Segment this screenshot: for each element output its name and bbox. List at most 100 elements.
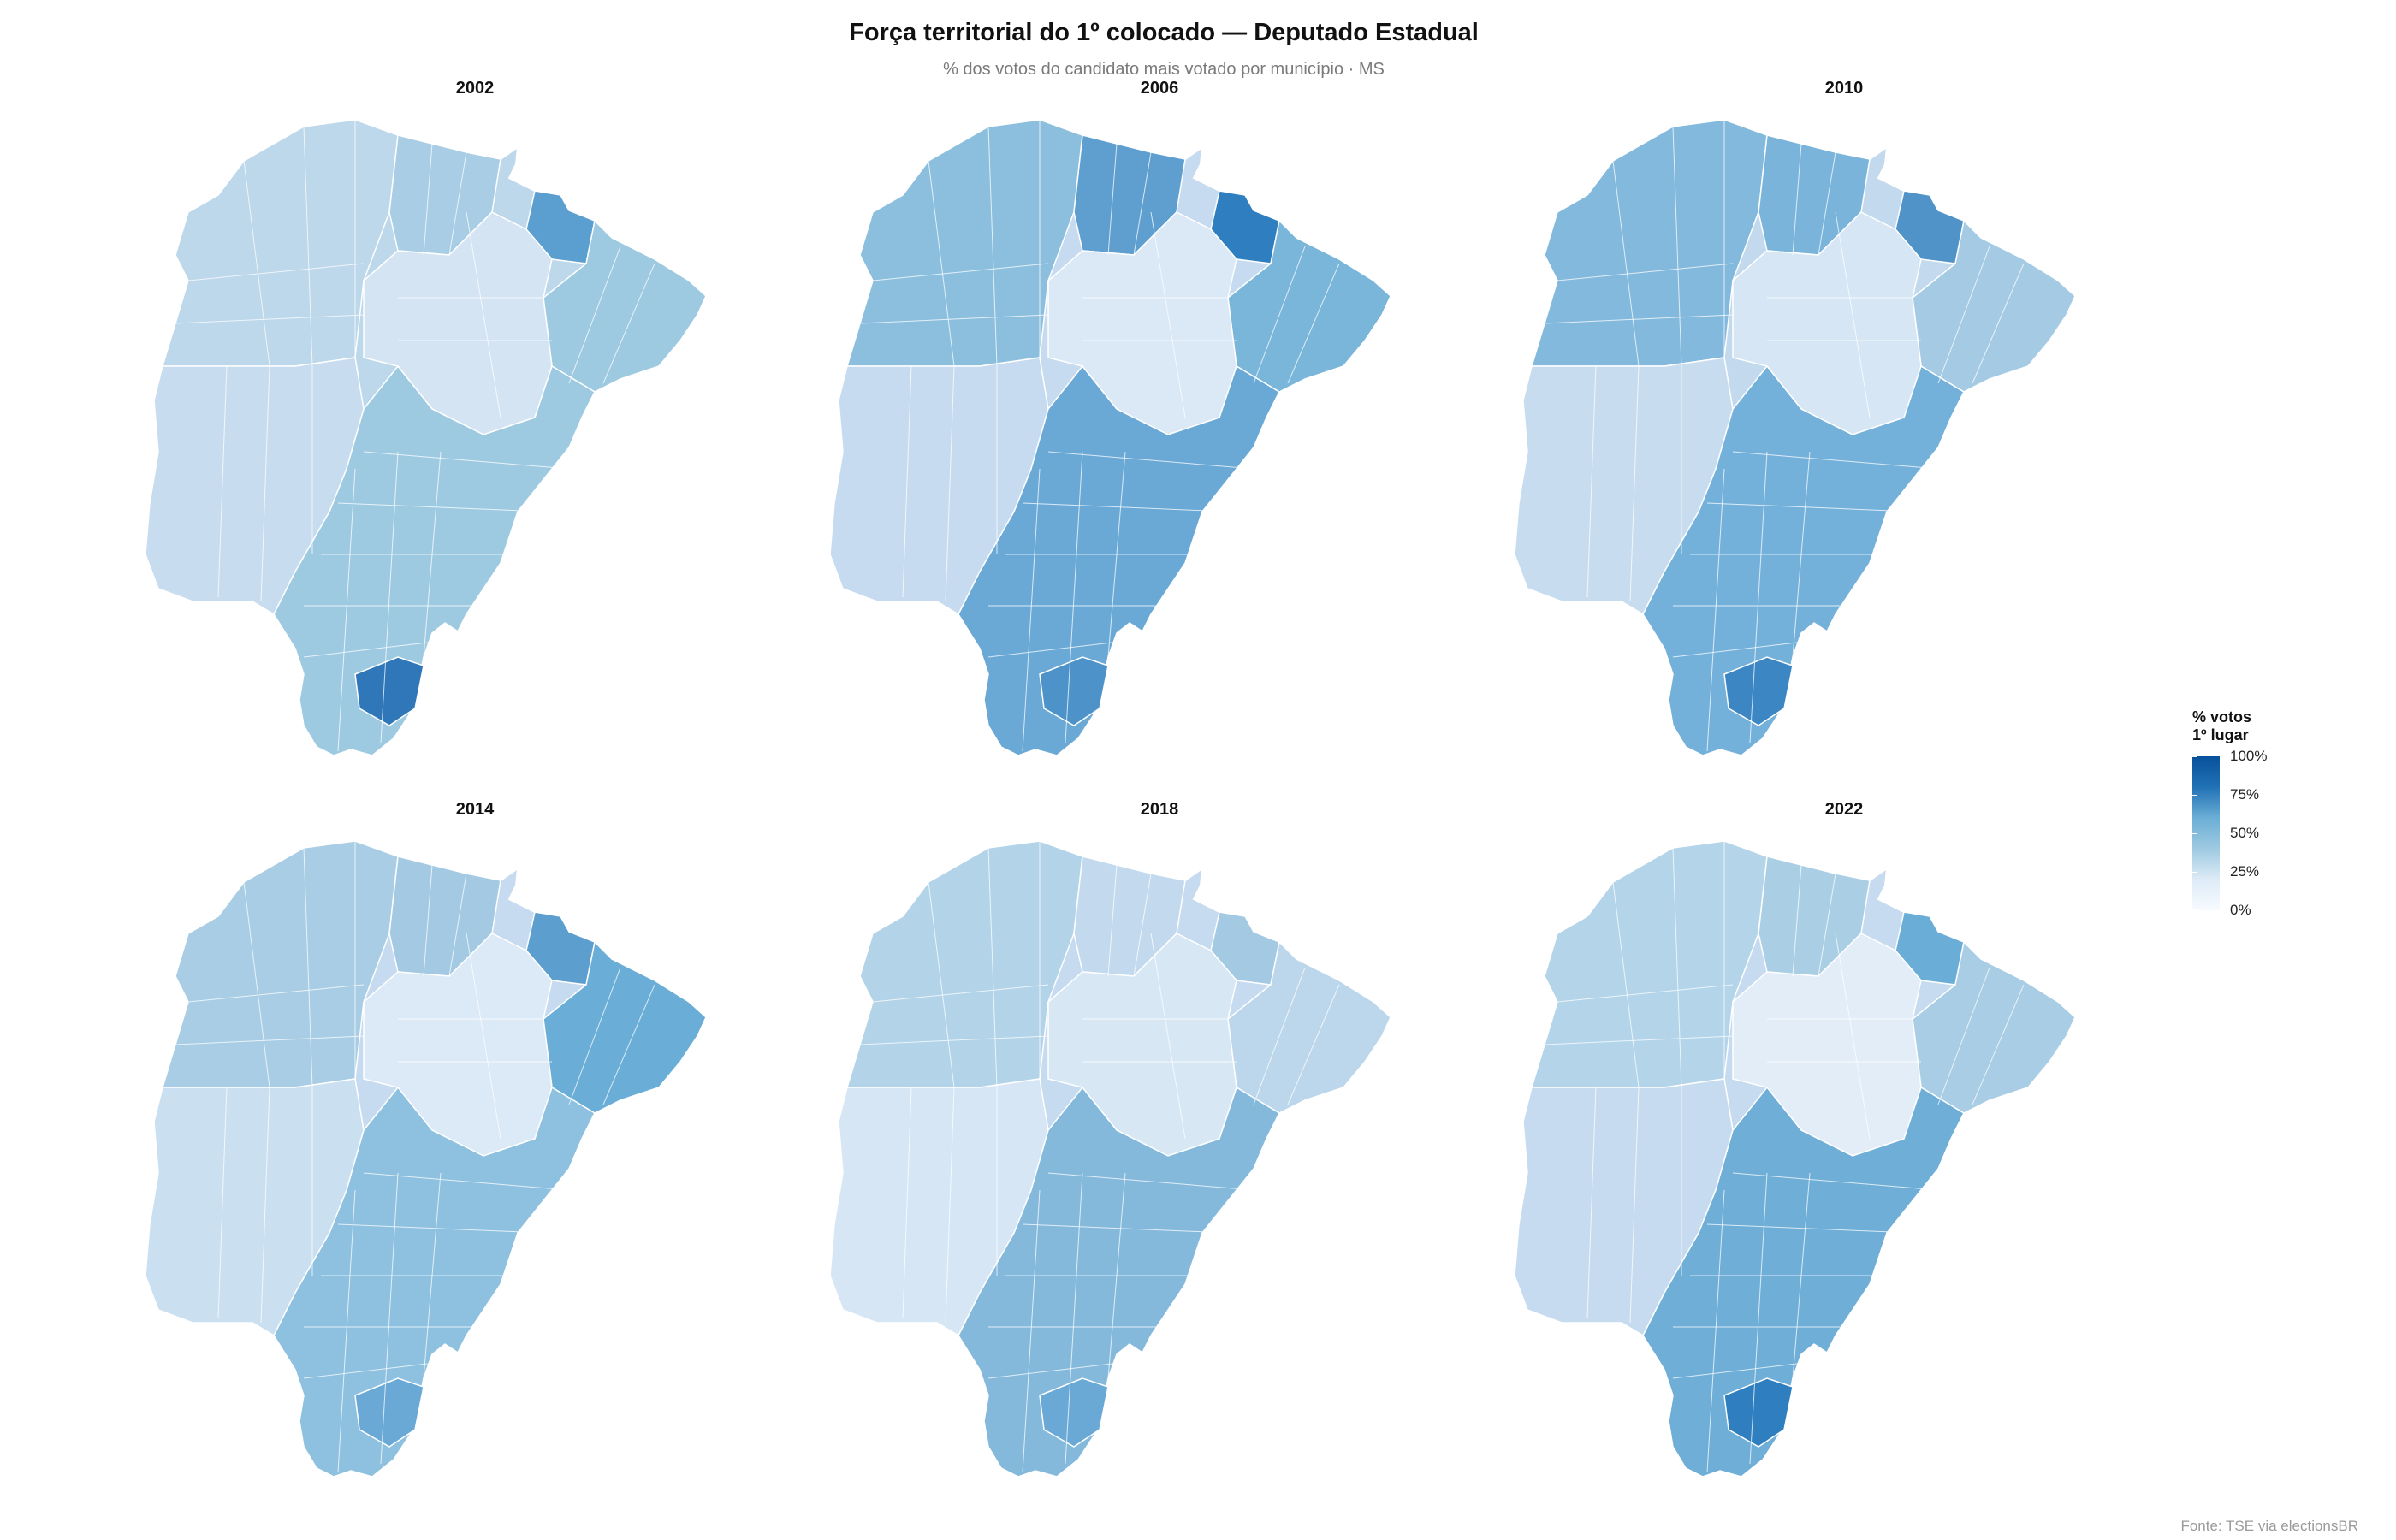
legend-tickmark (2192, 872, 2197, 873)
panel-title: 2014 (455, 800, 495, 819)
municipality-border (337, 502, 544, 512)
legend-tickmark (2192, 795, 2197, 796)
municipality-border (1022, 468, 1041, 752)
source-caption: Fonte: TSE via electionsBR (2180, 1518, 2358, 1534)
municipality-border (1544, 1035, 1734, 1045)
map-panel-2022: 2022 (1510, 800, 2178, 1484)
municipality-border (303, 126, 313, 367)
municipality-border (448, 151, 467, 256)
municipality-border (423, 451, 442, 658)
region-south (1642, 364, 1965, 756)
region-south (958, 364, 1280, 756)
municipality-border (380, 1172, 399, 1465)
municipality-border (859, 314, 1049, 324)
municipality-border (1792, 864, 1802, 977)
municipality-border (175, 1035, 365, 1045)
municipality-border (1672, 847, 1682, 1088)
municipality-border (243, 160, 270, 367)
map-panel-2002: 2002 (141, 79, 809, 763)
municipality-border (1065, 1172, 1083, 1465)
municipality-border (928, 881, 955, 1088)
municipality-border (1706, 502, 1913, 512)
legend-tick-label: 50% (2230, 825, 2260, 841)
region-south (1642, 1086, 1965, 1478)
municipality-border (1022, 1223, 1229, 1234)
region-south (958, 1086, 1280, 1478)
municipality-border (423, 1172, 442, 1379)
figure-subtitle: % dos votos do candidato mais votado por… (943, 60, 1385, 79)
color-legend: % votos 1º lugar 100% 75% 50% 25% 0% (2192, 708, 2346, 931)
municipality-border (1706, 1189, 1725, 1473)
municipality-border (337, 468, 356, 752)
legend-tickmark (2192, 833, 2197, 834)
municipality-border (1022, 1189, 1041, 1473)
choropleth-map (828, 118, 1392, 757)
municipality-border (1287, 984, 1340, 1105)
municipality-border (928, 160, 955, 367)
legend-tick-label: 100% (2230, 748, 2268, 764)
municipality-border (602, 984, 655, 1105)
municipality-border (1107, 864, 1118, 977)
municipality-border (1557, 984, 1734, 1003)
municipality-border (945, 365, 955, 602)
legend-tickmark (2192, 909, 2197, 910)
municipality-border (872, 984, 1049, 1003)
municipality-border (1022, 502, 1229, 512)
municipality-border (1544, 314, 1734, 324)
municipality-border (1937, 246, 1990, 384)
municipality-border (1672, 126, 1682, 367)
choropleth-map (144, 839, 708, 1478)
municipality-border (175, 314, 365, 324)
legend-tick-label: 0% (2230, 902, 2251, 918)
municipality-border (987, 126, 998, 367)
municipality-border (423, 143, 433, 256)
municipality-border (1107, 143, 1118, 256)
region-south-hotspot (354, 656, 424, 726)
panel-title: 2022 (1824, 800, 1864, 819)
municipality-border (1629, 1087, 1640, 1324)
panel-title: 2006 (1140, 79, 1179, 98)
panel-title: 2018 (1140, 800, 1179, 819)
municipality-border (1150, 933, 1186, 1140)
municipality-border (1835, 933, 1871, 1140)
municipality-border (1586, 365, 1597, 598)
municipality-border (1287, 263, 1340, 384)
municipality-border (872, 263, 1049, 281)
municipality-border (945, 1087, 955, 1324)
municipality-border (859, 1035, 1049, 1045)
municipality-border (337, 1223, 544, 1234)
municipality-border (380, 451, 399, 743)
municipality-border (1972, 984, 2025, 1105)
municipality-border (1749, 1172, 1768, 1465)
panel-title: 2002 (455, 79, 495, 98)
municipality-border (1107, 1172, 1126, 1379)
municipality-border (1133, 151, 1152, 256)
municipality-border (1253, 246, 1306, 384)
municipality-border (217, 1087, 228, 1319)
map-panel-2014: 2014 (141, 800, 809, 1484)
municipality-border (1818, 151, 1836, 256)
municipality-border (466, 211, 501, 418)
choropleth-map (828, 839, 1392, 1478)
choropleth-map (144, 118, 708, 757)
municipality-border (1150, 211, 1186, 418)
region-south (273, 1086, 596, 1478)
municipality-border (1792, 451, 1811, 658)
region-south-hotspot (1723, 1377, 1794, 1448)
municipality-border (602, 263, 655, 384)
choropleth-map (1513, 118, 2077, 757)
municipality-border (568, 246, 621, 384)
legend-title: % votos 1º lugar (2192, 708, 2252, 743)
municipality-border (1629, 365, 1640, 602)
municipality-border (337, 1189, 356, 1473)
legend-tick-label: 75% (2230, 786, 2260, 803)
municipality-border (902, 1087, 912, 1319)
map-panel-2010: 2010 (1510, 79, 2178, 763)
municipality-border (1706, 1223, 1913, 1234)
municipality-border (1937, 967, 1990, 1105)
municipality-border (568, 967, 621, 1105)
municipality-border (217, 365, 228, 598)
region-south-hotspot (354, 1377, 424, 1448)
municipality-border (1612, 160, 1640, 367)
choropleth-map (1513, 839, 2077, 1478)
